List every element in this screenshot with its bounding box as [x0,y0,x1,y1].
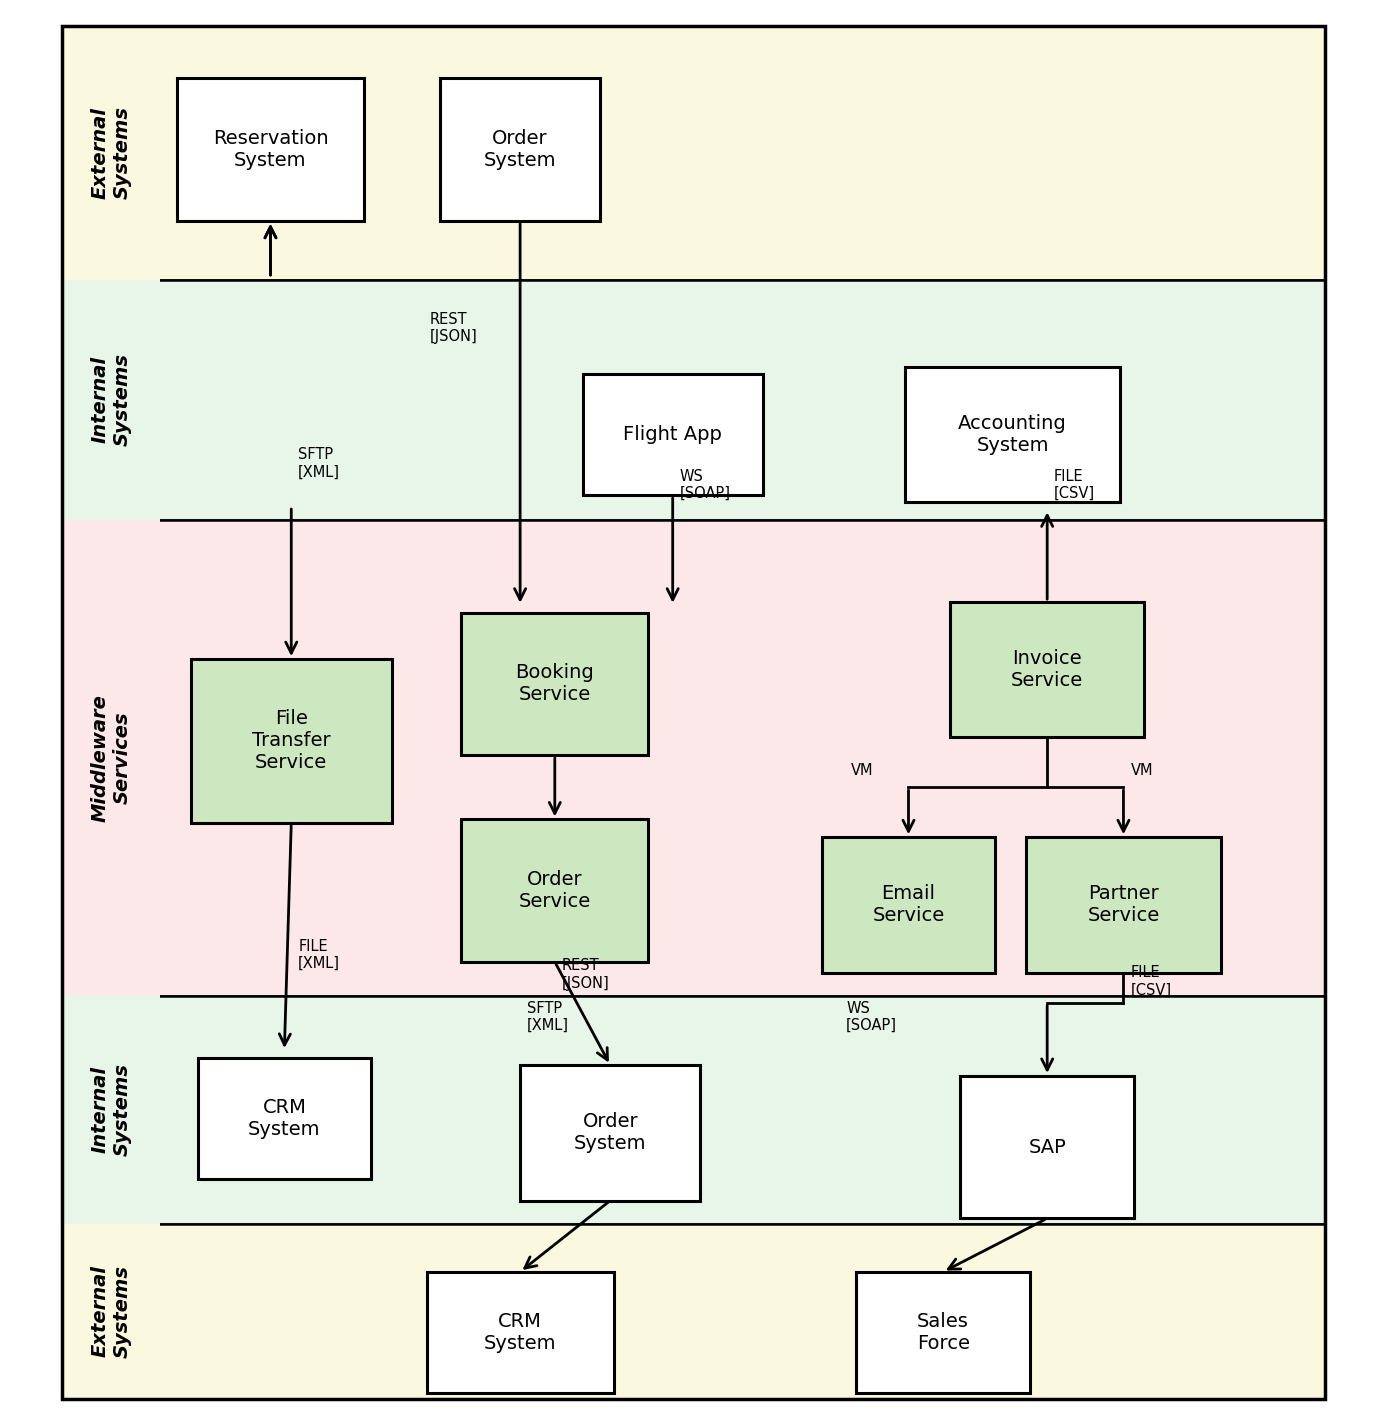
Text: Order
Service: Order Service [519,871,591,911]
Bar [441,78,599,221]
Bar [460,819,648,962]
Bar [178,78,363,221]
Text: External
Systems: External Systems [90,105,132,200]
Bar [1026,838,1221,973]
Bar [857,1271,1029,1394]
Text: FILE
[XML]: FILE [XML] [298,939,340,970]
Text: Internal
Systems: Internal Systems [90,353,132,446]
Text: SFTP
[XML]: SFTP [XML] [298,447,340,480]
Bar [904,368,1121,503]
Bar [62,996,1325,1224]
Text: Order
System: Order System [574,1113,646,1153]
Bar [62,26,1325,279]
Text: Sales
Force: Sales Force [917,1312,970,1352]
Bar [62,1224,160,1399]
Bar [950,601,1144,738]
Text: Partner
Service: Partner Service [1087,885,1160,925]
Bar [460,613,648,755]
Bar [427,1271,613,1394]
Text: FILE
[CSV]: FILE [CSV] [1130,965,1172,997]
Bar [62,26,160,279]
Text: Flight App: Flight App [623,425,723,445]
Text: WS
[SOAP]: WS [SOAP] [680,469,731,502]
Bar [62,279,160,520]
Text: SAP: SAP [1028,1137,1067,1157]
Text: VM: VM [852,762,874,778]
Text: Middleware
Services: Middleware Services [90,694,132,822]
Text: Accounting
System: Accounting System [958,415,1067,455]
Bar [190,658,391,824]
Text: WS
[SOAP]: WS [SOAP] [846,1000,897,1033]
Bar [62,520,160,996]
Text: CRM
System: CRM System [484,1312,556,1352]
Text: Reservation
System: Reservation System [212,130,329,170]
Text: SFTP
[XML]: SFTP [XML] [527,1000,569,1033]
Bar [62,520,1325,996]
Bar [520,1066,700,1200]
Text: VM: VM [1130,762,1153,778]
Text: Booking
Service: Booking Service [516,664,594,704]
Bar [197,1057,370,1180]
Bar [960,1076,1133,1218]
Text: Email
Service: Email Service [872,885,945,925]
Text: Invoice
Service: Invoice Service [1011,650,1083,690]
Text: FILE
[CSV]: FILE [CSV] [1054,469,1096,502]
Bar [62,279,1325,520]
Text: CRM
System: CRM System [248,1099,320,1139]
Bar [62,1224,1325,1399]
Text: REST
[JSON]: REST [JSON] [430,312,477,343]
Bar [583,375,763,496]
Bar [62,996,160,1224]
Text: Order
System: Order System [484,130,556,170]
Text: External
Systems: External Systems [90,1265,132,1358]
Text: Internal
Systems: Internal Systems [90,1063,132,1156]
Text: File
Transfer
Service: File Transfer Service [252,710,330,772]
Bar [821,838,994,973]
Text: REST
[JSON]: REST [JSON] [562,958,609,990]
